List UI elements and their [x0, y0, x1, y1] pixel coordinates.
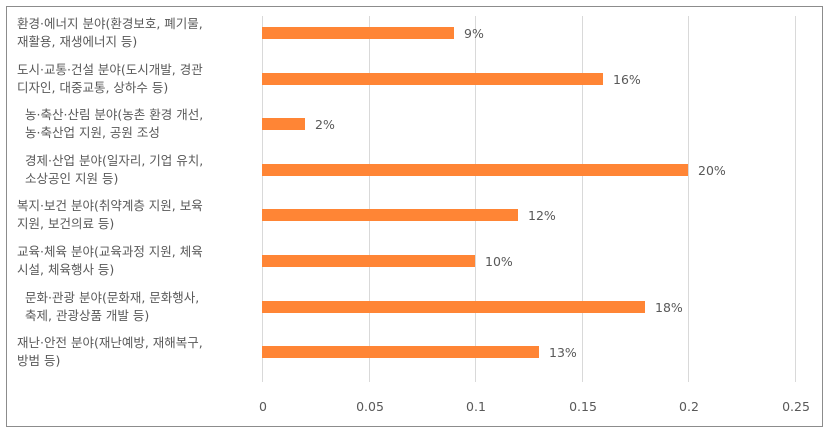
category-label-line2: 농·축산업 지원, 공원 조성: [25, 125, 160, 140]
gridline: [475, 16, 476, 382]
gridline: [582, 16, 583, 382]
category-label: 환경·에너지 분야(환경보호, 폐기물, 재활용, 재생에너지 등): [17, 15, 203, 51]
category-label-line1: 환경·에너지 분야(환경보호, 폐기물,: [17, 16, 203, 31]
bar: [262, 209, 518, 221]
gridline: [369, 16, 370, 382]
bar: [262, 27, 454, 39]
category-label-line2: 방범 등): [17, 353, 61, 368]
category-label: 농·축산·산림 분야(농촌 환경 개선, 농·축산업 지원, 공원 조성: [25, 106, 203, 142]
gridline: [262, 16, 263, 382]
category-label-line1: 도시·교통·건설 분야(도시개발, 경관: [17, 62, 203, 77]
category-label: 문화·관광 분야(문화재, 문화행사, 축제, 관광상품 개발 등): [25, 289, 199, 325]
data-label: 18%: [655, 300, 683, 315]
category-label-line2: 소상공인 지원 등): [25, 171, 119, 186]
category-label-line2: 시설, 체육행사 등): [17, 262, 115, 277]
data-label: 9%: [464, 26, 484, 41]
category-label-line1: 농·축산·산림 분야(농촌 환경 개선,: [25, 107, 204, 122]
gridline: [795, 16, 796, 382]
category-label: 재난·안전 분야(재난예방, 재해복구, 방범 등): [17, 334, 203, 370]
category-label-line2: 재활용, 재생에너지 등): [17, 34, 138, 49]
category-label-line1: 복지·보건 분야(취약계층 지원, 보육: [17, 198, 203, 213]
category-label-line1: 교육·체육 분야(교육과정 지원, 체육: [17, 244, 203, 259]
category-label-line2: 디자인, 대중교통, 상하수 등): [17, 80, 169, 95]
bar: [262, 255, 475, 267]
data-label: 20%: [698, 163, 726, 178]
data-label: 2%: [315, 117, 335, 132]
category-label-line1: 문화·관광 분야(문화재, 문화행사,: [25, 290, 200, 305]
gridline: [688, 16, 689, 382]
x-tick-label: 0.1: [466, 399, 486, 414]
x-tick-label: 0: [259, 399, 267, 414]
bar: [262, 346, 539, 358]
x-tick-label: 0.2: [679, 399, 699, 414]
category-label-line1: 경제·산업 분야(일자리, 기업 유치,: [25, 153, 204, 168]
x-tick-label: 0.15: [569, 399, 597, 414]
x-tick-label: 0.25: [782, 399, 810, 414]
bar: [262, 73, 603, 85]
x-tick-label: 0.05: [356, 399, 384, 414]
category-label-line2: 지원, 보건의료 등): [17, 216, 115, 231]
bar: [262, 301, 645, 313]
bar: [262, 118, 305, 130]
bar: [262, 164, 688, 176]
data-label: 13%: [549, 345, 577, 360]
data-label: 16%: [613, 72, 641, 87]
category-label-line2: 축제, 관광상품 개발 등): [25, 308, 150, 323]
data-label: 12%: [528, 208, 556, 223]
category-label: 경제·산업 분야(일자리, 기업 유치, 소상공인 지원 등): [25, 152, 203, 188]
data-label: 10%: [485, 254, 513, 269]
category-label-line1: 재난·안전 분야(재난예방, 재해복구,: [17, 335, 203, 350]
